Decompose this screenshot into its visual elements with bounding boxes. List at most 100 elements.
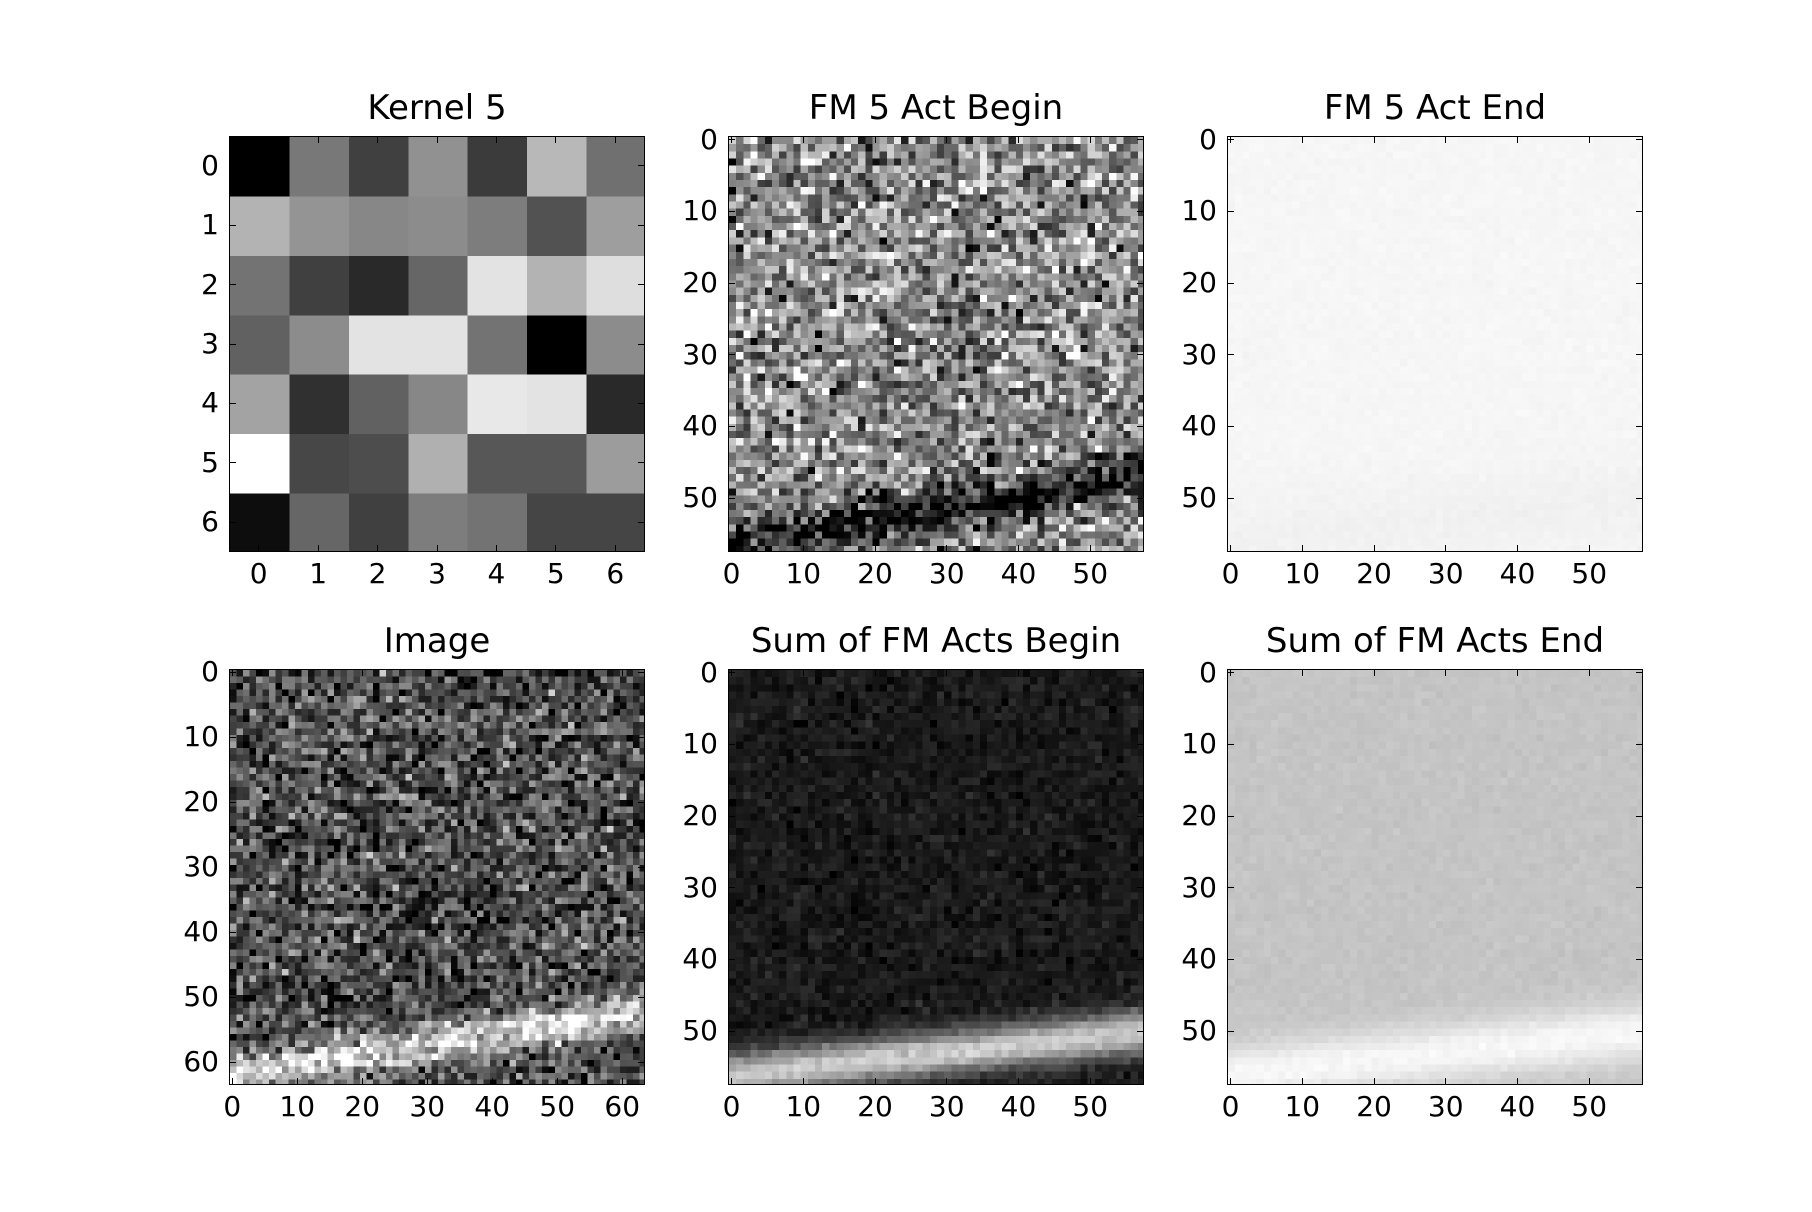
heatmap-cell [1051,330,1060,339]
heatmap-cell [1044,359,1053,368]
heatmap-cell [901,273,909,282]
heatmap-cell [1457,251,1466,260]
heatmap-cell [1094,524,1103,533]
heatmap-cell [1123,330,1132,339]
heatmap-cell [743,201,752,210]
heatmap-cell [1130,301,1139,310]
heatmap-cell [972,137,981,145]
heatmap-cell [1457,266,1466,274]
heatmap-cell [1051,316,1060,325]
heatmap-cell [729,352,737,360]
heatmap-cell [1087,323,1096,332]
heatmap-cell [1023,402,1031,411]
heatmap-cell [915,345,924,353]
heatmap-cell [1058,194,1067,203]
heatmap-cell [1087,517,1096,525]
heatmap-cell [944,287,952,296]
heatmap-cell [958,545,967,551]
heatmap-cell [1500,258,1509,267]
heatmap-cell [1101,287,1110,296]
heatmap-cell [1622,251,1631,260]
heatmap-cell [858,244,866,253]
heatmap-cell [944,431,952,439]
heatmap-cell [1493,230,1502,239]
heatmap-cell [1629,237,1638,246]
heatmap-cell [764,409,773,418]
heatmap-cell [944,294,952,303]
heatmap-cell [929,309,938,317]
y-tick-label: 0 [700,122,718,156]
heatmap-cell [972,316,981,325]
heatmap-cell [1066,495,1074,504]
heatmap-cell [922,137,931,145]
heatmap-cell [1306,237,1315,246]
heatmap-image [729,137,1143,551]
heatmap-cell [779,172,787,181]
heatmap-cell [1529,294,1538,303]
heatmap-cell [1249,280,1258,289]
heatmap-cell [1130,309,1139,317]
heatmap-cell [736,137,744,145]
heatmap-cell [1116,531,1125,540]
heatmap-cell [1400,137,1408,145]
heatmap-cell [1342,194,1351,203]
heatmap-cell [793,309,802,317]
heatmap-cell [1565,266,1573,274]
heatmap-cell [1137,223,1143,231]
heatmap-cell [1550,287,1559,296]
heatmap-cell [1385,180,1394,188]
heatmap-cell [1094,509,1103,518]
heatmap-cell [1364,280,1373,289]
heatmap-cell [1109,380,1117,389]
heatmap-cell [893,301,902,310]
heatmap-cell [965,359,974,368]
heatmap-cell [865,309,874,317]
heatmap-cell [901,237,909,246]
heatmap-cell [1593,194,1602,203]
heatmap-cell [886,459,895,468]
heatmap-cell [779,409,787,418]
heatmap-cell [1450,230,1459,239]
heatmap-cell [757,208,766,217]
heatmap-cell [1130,266,1139,274]
heatmap-cell [872,208,881,217]
heatmap-cell [1378,215,1387,224]
heatmap-cell [987,201,995,210]
heatmap-cell [1058,359,1067,368]
heatmap-cell [836,223,845,231]
heatmap-cell [886,352,895,360]
heatmap-cell [1392,194,1401,203]
heatmap-cell [865,144,874,152]
heatmap-cell [1001,517,1010,525]
heatmap-cell [1073,388,1082,396]
heatmap-cell [1123,151,1132,160]
heatmap-cell [1008,416,1017,425]
heatmap-cell [1550,165,1559,174]
x-tick-mark [555,545,557,552]
heatmap-cell [1615,165,1624,174]
heatmap-cell [893,208,902,217]
heatmap-cell [807,509,816,518]
heatmap-cell [800,237,809,246]
heatmap-cell [1407,287,1416,296]
heatmap-cell [1328,172,1337,181]
heatmap-cell [1228,258,1236,267]
heatmap-cell [1066,215,1074,224]
heatmap-cell [793,215,802,224]
heatmap-cell [893,474,902,482]
heatmap-cell [1392,273,1401,282]
heatmap-cell [1579,194,1588,203]
heatmap-cell [944,466,952,475]
heatmap-cell [958,373,967,382]
heatmap-cell [779,180,787,188]
heatmap-cell [1235,172,1243,181]
heatmap-cell [980,309,988,317]
heatmap-cell [1001,366,1010,375]
heatmap-cell [937,452,945,461]
heatmap-cell [1342,237,1351,246]
heatmap-cell [1249,244,1258,253]
heatmap-cell [736,244,744,253]
heatmap-cell [1073,474,1082,482]
heatmap-cell [872,402,881,411]
heatmap-cell [1256,201,1265,210]
